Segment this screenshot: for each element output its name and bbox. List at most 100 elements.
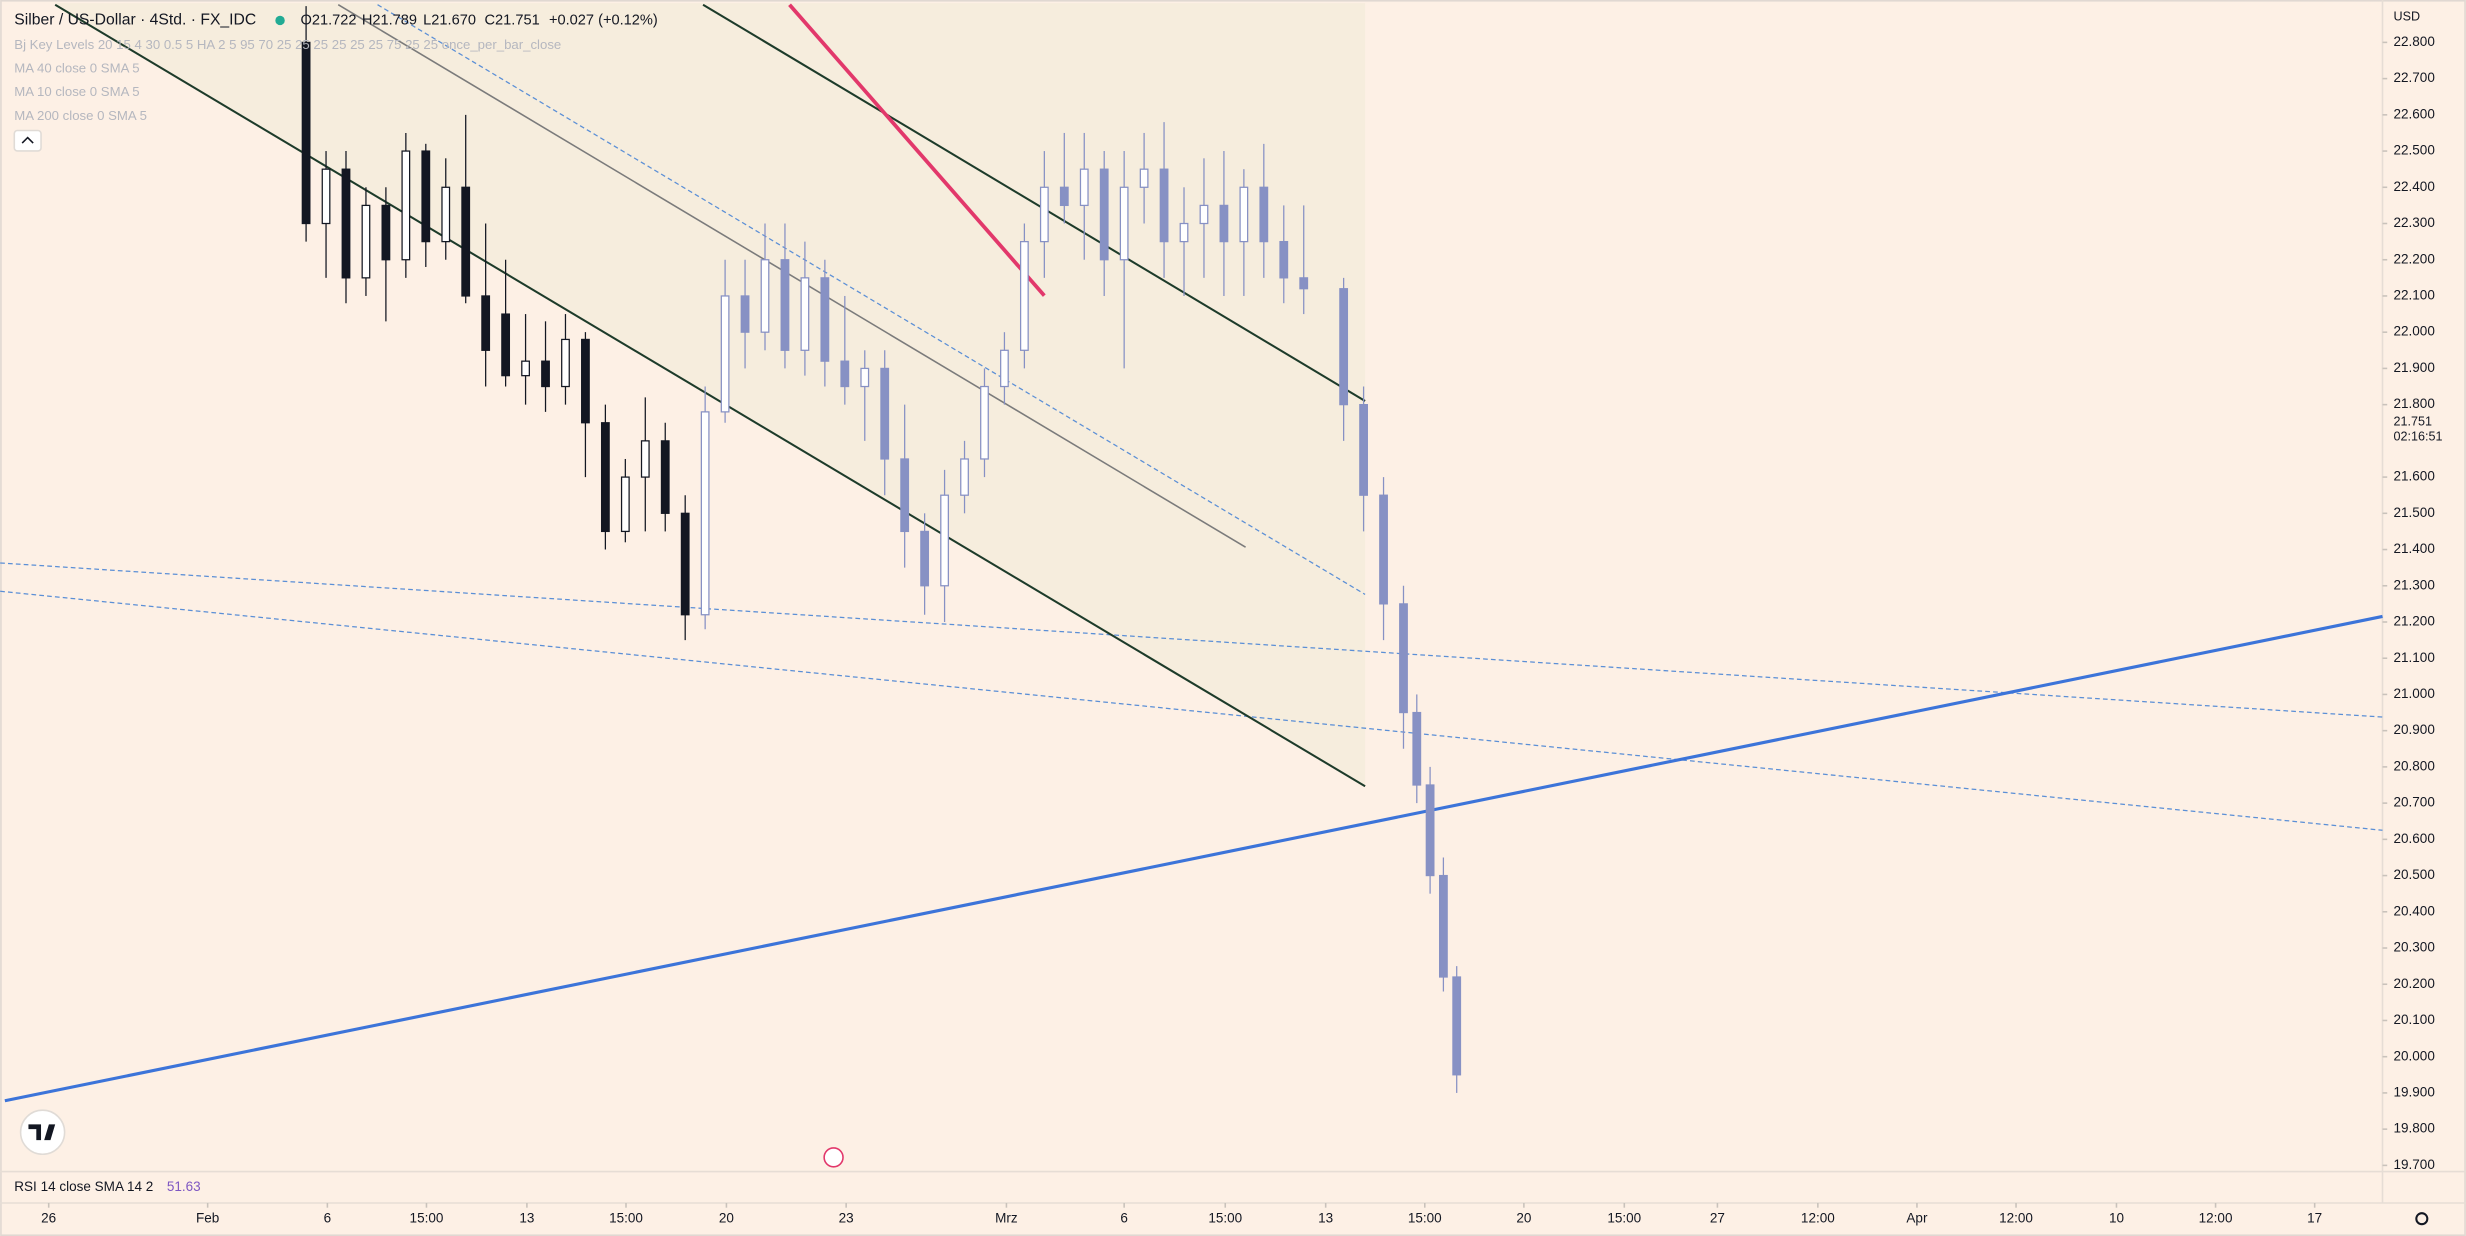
channel-lower-line [54,3,1366,788]
resistance-line [788,3,1046,297]
x-tick-label: Mrz [995,1210,1018,1225]
candle-body [880,367,890,460]
candle-body [501,313,511,377]
x-tick-label: 6 [324,1210,332,1225]
indicator[interactable]: MA 200 close 0 SMA 5 [14,108,147,123]
rsi-value: 51.63 [167,1179,201,1194]
candle-body [760,259,770,333]
y-tick-label: 20.500 [2394,867,2435,882]
candle-body [1000,349,1009,388]
settings-icon[interactable] [2415,1212,2429,1226]
market-status [275,15,285,26]
y-tick-label: 21.300 [2394,577,2435,592]
y-tick-label: 20.900 [2394,722,2435,737]
last-price: 21.751 [2394,415,2432,429]
high: H21.789 [362,12,417,28]
candles [301,6,1462,1093]
candle-body [581,338,590,424]
countdown: 02:16:51 [2394,429,2443,443]
x-tick-label: 13 [1318,1210,1333,1225]
x-tick-label: 27 [1710,1210,1725,1225]
candle-body [1239,186,1249,243]
candle-body [381,204,391,261]
event-flag[interactable] [823,1147,844,1168]
x-tick-label: 23 [839,1210,854,1225]
indicator[interactable]: MA 40 close 0 SMA 5 [14,61,139,76]
y-tick-label: 21.500 [2394,505,2435,520]
candle-body [1279,240,1289,279]
y-tick-label: 20.300 [2394,940,2435,955]
candle-body [341,168,351,279]
y-tick-label: 20.200 [2394,976,2435,991]
candle-body [301,41,311,225]
candle-body [800,277,810,351]
x-tick-label: 10 [2109,1210,2124,1225]
y-tick-label: 22.700 [2394,70,2435,85]
logo[interactable] [19,1109,66,1156]
candle-body [421,150,431,243]
candle-body [1219,204,1229,243]
candle-body [960,458,969,496]
y-tick-label: 20.800 [2394,758,2435,773]
x-tick-label: 20 [1516,1210,1531,1225]
y-tick-label: 21.900 [2394,360,2435,375]
y-tick-label: 21.000 [2394,686,2435,701]
candle-body [840,360,850,388]
candle-body [1359,404,1368,496]
candle-body [920,530,930,587]
candle-body [1438,874,1448,978]
candle-body [441,186,451,243]
y-tick-label: 21.100 [2394,650,2435,665]
x-tick-label: 17 [2307,1210,2322,1225]
x-tick-label: 15:00 [1408,1210,1442,1225]
candle-body [1425,784,1435,877]
y-tick-label: 19.800 [2394,1121,2435,1136]
y-tick-label: 21.200 [2394,614,2435,629]
y-tick-label: 21.800 [2394,396,2435,411]
trend-line [0,562,2383,718]
candle-body [1452,976,1462,1076]
candle-body [640,440,650,478]
x-tick-label: 12:00 [1999,1210,2033,1225]
x-tick-label: 12:00 [2199,1210,2233,1225]
candle-body [1059,186,1069,207]
x-tick-label: Feb [196,1210,219,1225]
candle-body [1399,603,1408,714]
candle-body [1379,494,1388,605]
collapse-button[interactable] [13,129,42,152]
indicator[interactable]: MA 10 close 0 SMA 5 [14,84,139,99]
currency[interactable]: USD [2394,10,2421,24]
x-tick-label: 15:00 [609,1210,643,1225]
low: L21.670 [423,12,476,28]
y-tick-label: 20.600 [2394,831,2435,846]
indicator[interactable]: Bj Key Levels 20 15 4 30 0.5 5 HA 2 5 95… [14,37,561,52]
trend-line [0,590,2383,831]
candle-body [700,411,710,616]
y-tick-label: 22.500 [2394,143,2435,158]
candle-body [1099,168,1109,261]
candle-body [481,295,491,351]
logo-icon [28,1124,56,1141]
y-tick-label: 20.100 [2394,1012,2435,1027]
y-tick-label: 22.100 [2394,288,2435,303]
candle-body [1299,277,1309,290]
y-tick-label: 19.900 [2394,1084,2435,1099]
candle-body [321,168,331,225]
candle-body [740,295,750,333]
candle-body [561,338,570,388]
y-tick-label: 19.700 [2394,1157,2435,1172]
y-tick-label: 20.700 [2394,795,2435,810]
channel-mid-line [337,4,1246,548]
x-tick-label: 15:00 [1607,1210,1641,1225]
candle-body [521,360,530,377]
x-tick-label: Apr [1906,1210,1928,1225]
candle-body [620,476,630,533]
x-tick-label: 12:00 [1801,1210,1835,1225]
candle-body [820,277,830,362]
x-tick-label: 13 [519,1210,534,1225]
support-line [4,614,2383,1103]
collapse-icon [21,136,34,144]
